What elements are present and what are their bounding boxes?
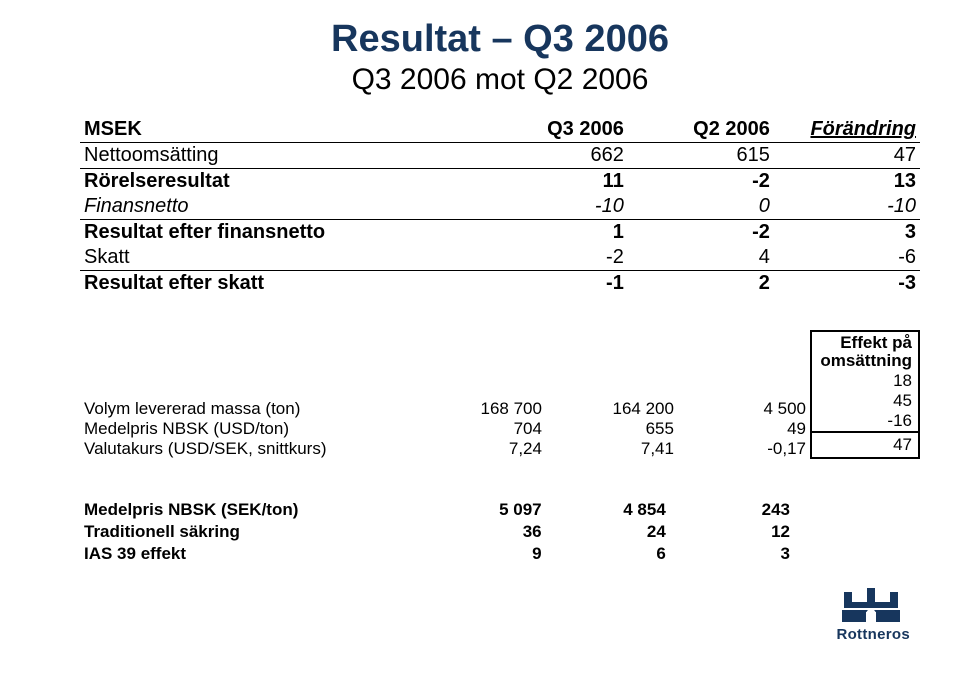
row-label: Medelpris NBSK (USD/ton) (80, 419, 414, 439)
volume-table: Volym levererad massa (ton)168 700164 20… (80, 399, 810, 459)
row-value: 4 854 (546, 499, 670, 521)
price-table: Medelpris NBSK (SEK/ton)5 0974 854243Tra… (80, 499, 794, 565)
table-row: Rörelseresultat11-213 (80, 169, 920, 195)
row-label: Volym levererad massa (ton) (80, 399, 414, 419)
row-value: 4 (628, 245, 774, 271)
row-value: -10 (774, 194, 920, 220)
table-row: Medelpris NBSK (SEK/ton)5 0974 854243 (80, 499, 794, 521)
row-value: 11 (482, 169, 628, 195)
row-value: 47 (774, 143, 920, 169)
row-value: 1 (482, 220, 628, 246)
row-value: 168 700 (414, 399, 546, 419)
row-value: 3 (670, 543, 794, 565)
row-value: 7,41 (546, 439, 678, 459)
castle-icon (836, 584, 906, 624)
row-value: 7,24 (414, 439, 546, 459)
row-value: 704 (414, 419, 546, 439)
row-label: Rörelseresultat (80, 169, 482, 195)
table-header: Q3 2006 (482, 117, 628, 143)
table-header: Q2 2006 (628, 117, 774, 143)
table-row: IAS 39 effekt963 (80, 543, 794, 565)
row-value: -3 (774, 271, 920, 297)
row-value: 9 (421, 543, 545, 565)
row-label: Nettoomsätting (80, 143, 482, 169)
effect-box: Effekt på omsättning 1845-16 47 (810, 330, 920, 459)
row-value: 164 200 (546, 399, 678, 419)
row-value: 49 (678, 419, 810, 439)
row-value: 243 (670, 499, 794, 521)
effect-value: 45 (812, 391, 918, 411)
row-label: Finansnetto (80, 194, 482, 220)
row-value: 5 097 (421, 499, 545, 521)
table-row: Nettoomsätting66261547 (80, 143, 920, 169)
row-value: -2 (482, 245, 628, 271)
row-label: Resultat efter skatt (80, 271, 482, 297)
table-row: Resultat efter skatt-12-3 (80, 271, 920, 297)
row-label: IAS 39 effekt (80, 543, 421, 565)
row-value: -6 (774, 245, 920, 271)
row-value: 655 (546, 419, 678, 439)
page-subtitle: Q3 2006 mot Q2 2006 (80, 63, 920, 97)
row-value: -2 (628, 169, 774, 195)
logo-text: Rottneros (836, 626, 910, 643)
row-label: Resultat efter finansnetto (80, 220, 482, 246)
table-row: Traditionell säkring362412 (80, 521, 794, 543)
table-header: MSEK (80, 117, 482, 143)
page-title: Resultat – Q3 2006 (80, 18, 920, 61)
row-value: 0 (628, 194, 774, 220)
row-label: Skatt (80, 245, 482, 271)
table-header: Förändring (774, 117, 920, 143)
table-row: Volym levererad massa (ton)168 700164 20… (80, 399, 810, 419)
effect-value: 18 (812, 371, 918, 391)
row-value: 2 (628, 271, 774, 297)
row-value: 615 (628, 143, 774, 169)
row-value: 3 (774, 220, 920, 246)
table-row: Resultat efter finansnetto1-23 (80, 220, 920, 246)
volume-row-wrap: Volym levererad massa (ton)168 700164 20… (80, 330, 920, 459)
company-logo: Rottneros (836, 584, 910, 643)
effect-header: Effekt på omsättning (812, 332, 918, 371)
row-value: 662 (482, 143, 628, 169)
row-value: 13 (774, 169, 920, 195)
results-table: MSEKQ3 2006Q2 2006FörändringNettoomsätti… (80, 117, 920, 296)
row-label: Medelpris NBSK (SEK/ton) (80, 499, 421, 521)
row-label: Traditionell säkring (80, 521, 421, 543)
effect-header-line2: omsättning (820, 351, 912, 370)
row-value: 12 (670, 521, 794, 543)
row-label: Valutakurs (USD/SEK, snittkurs) (80, 439, 414, 459)
table-row: Skatt-24-6 (80, 245, 920, 271)
table-row: Finansnetto-100-10 (80, 194, 920, 220)
row-value: 24 (546, 521, 670, 543)
slide: Resultat – Q3 2006 Q3 2006 mot Q2 2006 M… (0, 0, 960, 673)
effect-header-line1: Effekt på (840, 333, 912, 352)
row-value: -1 (482, 271, 628, 297)
effect-value: -16 (812, 411, 918, 431)
row-value: -2 (628, 220, 774, 246)
table-row: Medelpris NBSK (USD/ton)70465549 (80, 419, 810, 439)
row-value: 6 (546, 543, 670, 565)
row-value: 36 (421, 521, 545, 543)
row-value: 4 500 (678, 399, 810, 419)
table-row: Valutakurs (USD/SEK, snittkurs)7,247,41-… (80, 439, 810, 459)
row-value: -10 (482, 194, 628, 220)
row-value: -0,17 (678, 439, 810, 459)
effect-total: 47 (812, 431, 918, 457)
